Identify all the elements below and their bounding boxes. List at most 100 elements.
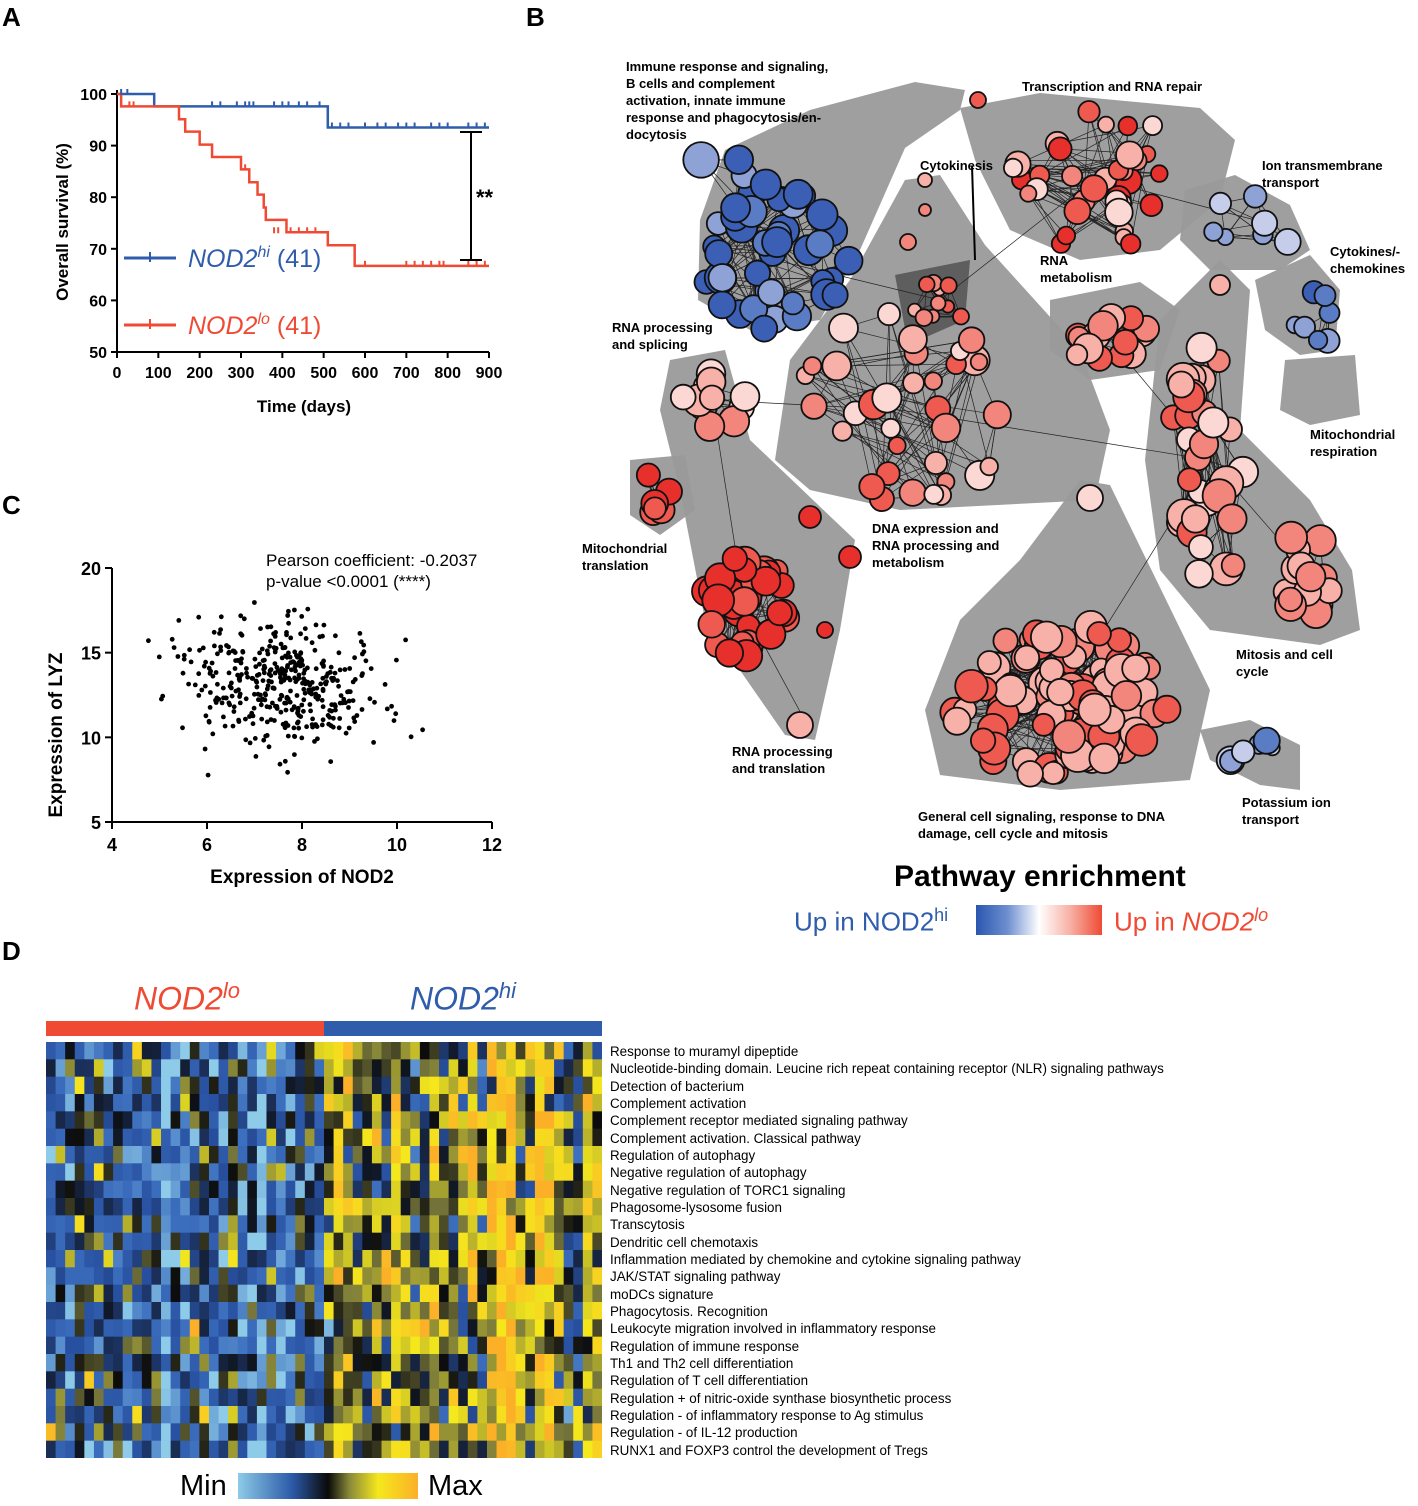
- pathway-node: [669, 383, 697, 411]
- heatmap-cell: [573, 1128, 584, 1147]
- heatmap-cell: [467, 1059, 478, 1078]
- heatmap-cell: [141, 1423, 152, 1442]
- scatter-point: [196, 614, 202, 620]
- heatmap-cell: [65, 1388, 76, 1407]
- heatmap-cell: [161, 1111, 172, 1130]
- scatter-point: [264, 686, 270, 692]
- heatmap-cell: [429, 1423, 440, 1442]
- heatmap-cell: [439, 1302, 450, 1320]
- heatmap-cell: [400, 1111, 411, 1130]
- heatmap-cell: [458, 1423, 469, 1442]
- heatmap-cell: [256, 1267, 267, 1286]
- heatmap-cell: [534, 1440, 545, 1458]
- scatter-point: [337, 716, 343, 721]
- heatmap-cell: [314, 1094, 325, 1112]
- heatmap-cell: [573, 1423, 584, 1442]
- scatter-point: [303, 636, 309, 641]
- scatter-point: [253, 664, 259, 669]
- heatmap-cell: [228, 1336, 239, 1355]
- heatmap-cell: [93, 1146, 104, 1164]
- heatmap-cell: [256, 1111, 267, 1130]
- scatter-point: [278, 641, 284, 647]
- heatmap-cell: [141, 1406, 152, 1424]
- heatmap-cell: [170, 1371, 181, 1390]
- pathway-node: [1056, 225, 1076, 246]
- heatmap-cell: [208, 1406, 219, 1424]
- heatmap-cell: [74, 1180, 85, 1199]
- heatmap-cell: [477, 1146, 488, 1164]
- heatmap-cell: [544, 1423, 555, 1442]
- heatmap-cell: [65, 1198, 76, 1216]
- heatmap-cell: [563, 1388, 574, 1407]
- scatter-point: [301, 686, 307, 692]
- heatmap-cell: [333, 1180, 344, 1199]
- heatmap-cell: [304, 1354, 315, 1372]
- heatmap-cell: [276, 1267, 287, 1286]
- heatmap-cell: [419, 1163, 430, 1182]
- heatmap-cell: [352, 1250, 363, 1268]
- heatmap-cell: [180, 1111, 191, 1130]
- heatmap-cell: [65, 1302, 76, 1320]
- x-tick-label: 800: [434, 365, 461, 382]
- heatmap-cell: [285, 1163, 296, 1182]
- heatmap-cell: [352, 1042, 363, 1060]
- heatmap-cell: [592, 1406, 602, 1424]
- heatmap-cell: [256, 1250, 267, 1268]
- heatmap-cell: [400, 1284, 411, 1303]
- heatmap-cell: [343, 1180, 354, 1199]
- heatmap-cell: [113, 1371, 124, 1390]
- heatmap-cell: [65, 1250, 76, 1268]
- heatmap-cell: [486, 1076, 497, 1095]
- pathway-node: [976, 650, 1002, 676]
- heatmap-cell: [295, 1267, 306, 1286]
- heatmap-cell: [65, 1128, 76, 1147]
- heatmap-cell: [84, 1250, 95, 1268]
- x-tick-label: 500: [310, 365, 337, 382]
- pathway-node: [1124, 723, 1159, 757]
- heatmap-cell: [525, 1371, 536, 1390]
- heatmap-cell: [343, 1250, 354, 1268]
- heatmap-cell: [429, 1163, 440, 1182]
- scatter-point: [310, 724, 315, 730]
- scatter-point: [268, 638, 273, 644]
- heatmap-cell: [419, 1146, 430, 1164]
- heatmap-cell: [371, 1406, 382, 1424]
- heatmap-cell: [381, 1076, 392, 1095]
- scatter-point: [247, 740, 253, 746]
- heatmap-cell: [170, 1128, 181, 1147]
- heatmap-cell: [314, 1440, 325, 1458]
- heatmap-cell: [592, 1354, 602, 1372]
- heatmap-cell: [113, 1128, 124, 1147]
- heatmap-cell: [419, 1094, 430, 1112]
- heatmap-cell: [352, 1111, 363, 1130]
- heatmap-cell: [266, 1059, 277, 1078]
- legend-lo-n: (41): [277, 312, 321, 340]
- heatmap-cell: [122, 1354, 133, 1372]
- scatter-point: [188, 659, 194, 665]
- y-tick-label: 80: [89, 190, 107, 207]
- heatmap-cell: [429, 1059, 440, 1078]
- heatmap-cell: [333, 1354, 344, 1372]
- heatmap-cell: [534, 1336, 545, 1355]
- heatmap-cell: [381, 1406, 392, 1424]
- scatter-point: [292, 752, 297, 757]
- heatmap-cell: [391, 1354, 402, 1372]
- label-potassium: Potassium ion transport: [1242, 795, 1331, 827]
- heatmap-cell: [544, 1406, 555, 1424]
- pathway-node: [828, 312, 859, 344]
- pathway-node: [1065, 343, 1089, 366]
- heatmap-cell: [132, 1111, 143, 1130]
- heatmap-cell: [439, 1232, 450, 1251]
- heatmap-cell: [161, 1232, 172, 1251]
- heatmap-cell: [276, 1146, 287, 1164]
- heatmap-cell: [582, 1388, 593, 1407]
- heatmap-cell: [343, 1042, 354, 1060]
- scatter-point: [360, 651, 365, 657]
- heatmap-cell: [103, 1423, 114, 1442]
- scatter-point: [250, 721, 256, 727]
- heatmap-cell: [199, 1215, 210, 1234]
- heatmap-cell: [352, 1059, 363, 1078]
- heatmap-cell: [237, 1111, 248, 1130]
- heatmap-cell: [582, 1371, 593, 1390]
- heatmap-cell: [199, 1232, 210, 1251]
